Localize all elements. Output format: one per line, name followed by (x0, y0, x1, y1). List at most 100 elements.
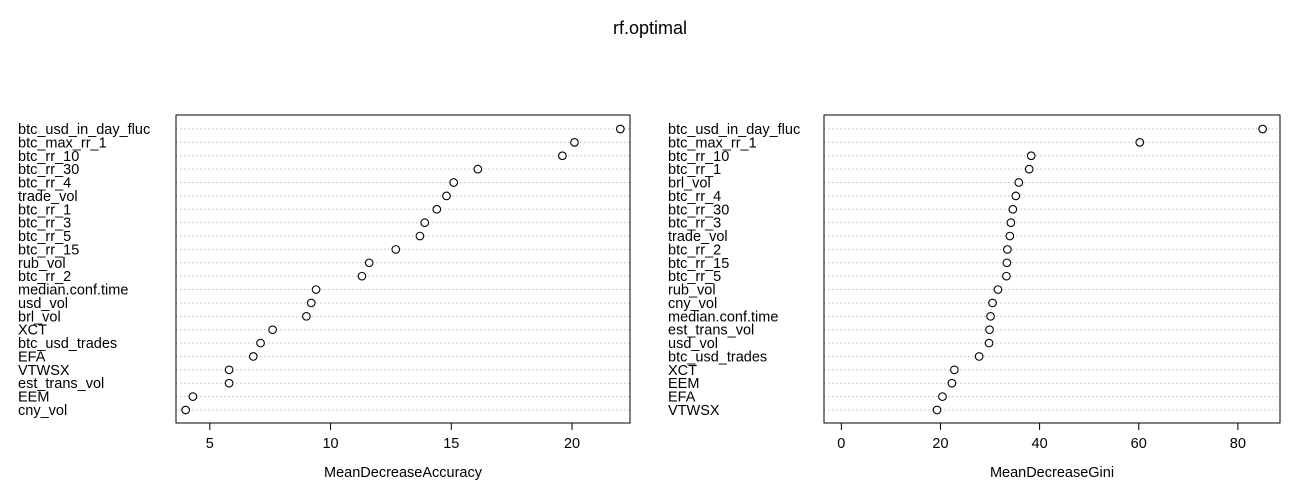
data-point (986, 311, 995, 321)
category-label: est_trans_vol (668, 323, 754, 339)
data-point (1135, 138, 1145, 147)
data-point (302, 311, 311, 321)
category-label: btc_rr_3 (18, 216, 71, 232)
data-point (415, 231, 425, 241)
data-point (984, 338, 994, 348)
x-tick-label: 60 (1131, 436, 1147, 452)
panel-mean-decrease-gini: btc_usd_in_day_flucbtc_max_rr_1btc_rr_10… (668, 114, 1281, 481)
data-point (947, 378, 957, 388)
category-label: XCT (18, 323, 47, 339)
category-label: trade_vol (668, 229, 728, 245)
category-label: est_trans_vol (18, 376, 104, 392)
x-tick-label: 10 (322, 436, 338, 452)
category-label: btc_rr_1 (668, 162, 721, 178)
data-point (449, 178, 459, 187)
data-point (364, 258, 374, 268)
x-axis-title: MeanDecreaseAccuracy (324, 465, 483, 481)
data-point (1024, 164, 1034, 174)
data-point (306, 298, 316, 308)
data-point (938, 392, 947, 401)
category-label: btc_rr_5 (18, 229, 71, 245)
x-tick-label: 15 (443, 436, 459, 452)
data-point (268, 325, 277, 335)
category-label: btc_rr_30 (668, 202, 729, 218)
category-label: usd_vol (668, 336, 718, 352)
category-label: btc_rr_15 (668, 256, 729, 272)
category-label: brl_vol (668, 176, 711, 192)
data-point (1002, 271, 1011, 281)
category-label: EEM (668, 376, 699, 392)
data-point (188, 392, 198, 401)
data-point (988, 298, 997, 308)
category-label: VTWSX (18, 363, 70, 379)
category-label: btc_max_rr_1 (668, 135, 757, 151)
data-point (950, 365, 959, 375)
category-label: EFA (18, 349, 46, 365)
category-label: btc_usd_in_day_fluc (18, 122, 150, 138)
data-point (1014, 178, 1024, 187)
category-label: EEM (18, 390, 49, 406)
x-tick-label: 80 (1230, 436, 1246, 452)
category-label: btc_usd_trades (668, 349, 767, 365)
data-point (615, 124, 625, 134)
category-label: btc_usd_trades (18, 336, 117, 352)
data-point (256, 338, 265, 348)
plot-frame (175, 114, 631, 424)
category-label: median.conf.time (18, 283, 128, 299)
category-label: btc_usd_in_day_fluc (668, 122, 800, 138)
category-label: usd_vol (18, 296, 68, 312)
plot-frame (823, 114, 1281, 424)
data-point (1005, 231, 1015, 241)
data-point (224, 365, 234, 375)
data-point (181, 405, 191, 415)
data-point (420, 218, 430, 228)
category-label: btc_rr_1 (18, 202, 71, 218)
category-label: btc_rr_4 (668, 189, 721, 205)
figure-title: rf.optimal (613, 18, 687, 38)
category-label: btc_rr_4 (18, 176, 71, 192)
category-label: btc_rr_2 (668, 242, 721, 258)
category-label: cny_vol (668, 296, 717, 312)
category-label: btc_rr_2 (18, 269, 71, 285)
data-point (1002, 258, 1012, 268)
x-axis-title: MeanDecreaseGini (990, 465, 1114, 481)
data-point (993, 285, 1003, 294)
data-point (1011, 191, 1021, 201)
data-point (1026, 151, 1036, 161)
data-point (391, 245, 401, 254)
category-label: btc_rr_15 (18, 242, 79, 258)
data-point (932, 405, 942, 415)
data-point (311, 285, 321, 294)
data-point (224, 378, 234, 388)
category-label: trade_vol (18, 189, 78, 205)
data-point (558, 151, 567, 161)
category-label: btc_rr_10 (668, 149, 729, 165)
panel-mean-decrease-accuracy: btc_usd_in_day_flucbtc_max_rr_1btc_rr_10… (18, 114, 631, 481)
category-label: btc_rr_30 (18, 162, 79, 178)
x-tick-label: 20 (564, 436, 580, 452)
data-point (1003, 245, 1012, 254)
category-label: btc_rr_5 (668, 269, 721, 285)
data-point (1008, 204, 1018, 214)
data-point (974, 352, 984, 361)
category-label: VTWSX (668, 403, 720, 419)
category-label: btc_max_rr_1 (18, 135, 107, 151)
category-label: median.conf.time (668, 309, 778, 325)
data-point (442, 191, 451, 201)
category-label: cny_vol (18, 403, 67, 419)
category-label: btc_rr_10 (18, 149, 79, 165)
category-label: rub_vol (18, 256, 66, 272)
data-point (1258, 124, 1268, 134)
data-point (248, 352, 258, 361)
x-tick-label: 5 (206, 436, 214, 452)
category-label: rub_vol (668, 283, 716, 299)
data-point (473, 164, 483, 174)
data-point (1006, 218, 1016, 228)
category-label: brl_vol (18, 309, 61, 325)
data-point (432, 204, 442, 214)
category-label: XCT (668, 363, 697, 379)
x-tick-label: 40 (1032, 436, 1048, 452)
category-label: EFA (668, 390, 696, 406)
data-point (985, 325, 994, 335)
x-tick-label: 20 (932, 436, 948, 452)
